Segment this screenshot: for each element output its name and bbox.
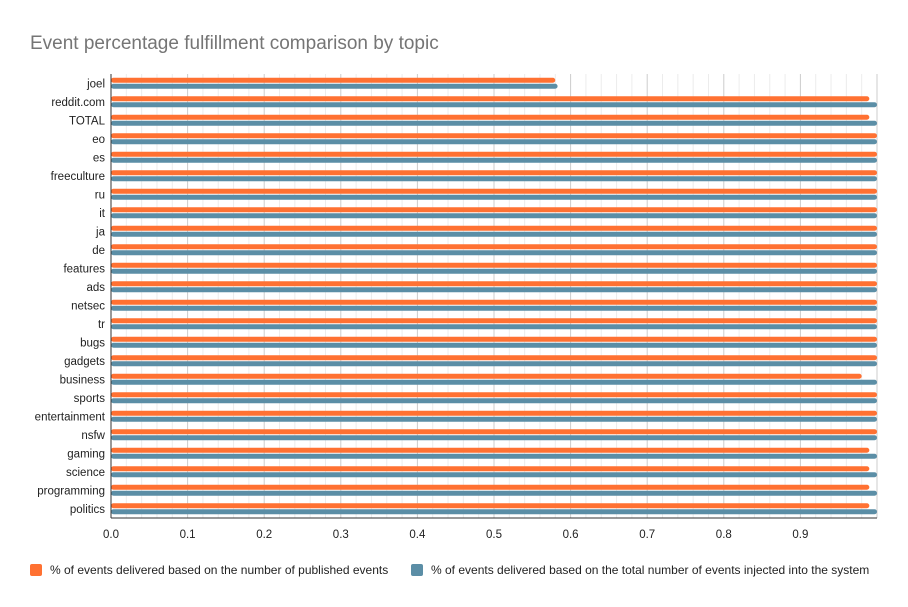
bar-published-reddit-com (111, 96, 870, 102)
category-label: entertainment (35, 411, 106, 423)
x-tick-label: 0.8 (716, 529, 732, 541)
x-tick-label: 0.5 (486, 529, 502, 541)
bar-injected-nsfw (111, 435, 877, 441)
bar-published-freeculture (111, 170, 877, 176)
category-label: ads (86, 282, 105, 294)
bar-injected-features (111, 268, 877, 274)
category-label: politics (70, 504, 105, 516)
x-tick-label: 0.0 (103, 529, 119, 541)
category-label: freeculture (51, 171, 105, 183)
bar-injected-es (111, 157, 877, 163)
x-tick-label: 0.1 (180, 529, 196, 541)
bar-injected-ja (111, 231, 877, 237)
legend-label-injected: % of events delivered based on the total… (431, 563, 869, 577)
category-label: programming (37, 485, 105, 497)
bar-injected-science (111, 472, 877, 478)
category-label: features (63, 263, 105, 275)
bar-published-total (111, 114, 870, 120)
bar-published-ja (111, 225, 877, 231)
bar-published-ru (111, 188, 877, 194)
x-tick-labels: 0.0 0.1 0.2 0.3 0.4 0.5 0.6 0.7 0.8 0.9 (103, 529, 808, 541)
category-label: joel (86, 78, 105, 90)
category-label: it (99, 208, 106, 220)
legend-swatch-published (30, 564, 42, 576)
x-tick-label: 0.4 (409, 529, 426, 541)
bar-published-joel (111, 77, 556, 83)
legend: % of events delivered based on the numbe… (30, 563, 869, 577)
x-tick-label: 0.3 (333, 529, 349, 541)
bar-published-bugs (111, 336, 877, 342)
x-tick-label: 0.2 (256, 529, 272, 541)
legend-label-published: % of events delivered based on the numbe… (50, 563, 388, 577)
bar-injected-eo (111, 139, 877, 145)
category-label: sports (74, 393, 106, 405)
category-label: gaming (67, 448, 105, 460)
bar-published-gaming (111, 447, 870, 453)
bar-published-nsfw (111, 429, 877, 435)
x-tick-label: 0.6 (563, 529, 579, 541)
bar-published-entertainment (111, 410, 877, 416)
category-label: ja (95, 226, 106, 238)
bar-injected-bugs (111, 342, 877, 348)
bar-injected-sports (111, 398, 877, 404)
category-label: nsfw (81, 430, 105, 442)
bar-injected-entertainment (111, 416, 877, 422)
bar-published-features (111, 262, 877, 268)
category-label: netsec (71, 300, 105, 312)
legend-swatch-injected (411, 564, 423, 576)
category-label: science (66, 467, 105, 479)
bar-published-gadgets (111, 355, 877, 361)
bar-published-es (111, 151, 877, 157)
x-tick-label: 0.7 (639, 529, 655, 541)
category-labels: joel reddit.com TOTAL eo es freeculture ru it ja… (35, 78, 106, 516)
category-label: bugs (80, 337, 105, 349)
category-label: gadgets (64, 356, 105, 368)
bar-published-it (111, 207, 877, 213)
bar-injected-de (111, 250, 877, 256)
chart-title: Event percentage fulfillment comparison … (30, 33, 439, 54)
category-label: eo (92, 134, 105, 146)
bar-published-eo (111, 133, 877, 139)
category-label: reddit.com (51, 97, 105, 109)
bar-injected-ads (111, 287, 877, 293)
bar-published-tr (111, 318, 877, 324)
category-label: business (60, 374, 106, 386)
x-tick-label: 0.9 (792, 529, 808, 541)
bar-injected-joel (111, 83, 558, 89)
category-label: tr (98, 319, 105, 331)
bar-injected-total (111, 120, 877, 126)
bar-published-programming (111, 484, 870, 490)
category-label: de (92, 245, 105, 257)
bar-injected-programming (111, 490, 877, 496)
category-label: ru (95, 189, 105, 201)
bar-injected-ru (111, 194, 877, 200)
bar-injected-it (111, 213, 877, 219)
bar-injected-business (111, 379, 877, 385)
axes (110, 74, 877, 519)
bar-published-de (111, 244, 877, 250)
bar-injected-gaming (111, 453, 877, 459)
category-label: TOTAL (69, 115, 106, 127)
bar-published-ads (111, 281, 877, 287)
bar-published-politics (111, 503, 870, 509)
bar-injected-reddit-com (111, 102, 877, 108)
bars (111, 77, 877, 515)
bar-injected-politics (111, 509, 877, 515)
bar-injected-tr (111, 324, 877, 330)
bar-injected-netsec (111, 305, 877, 311)
bar-published-sports (111, 392, 877, 398)
bar-published-science (111, 466, 870, 472)
bar-published-business (111, 373, 862, 379)
gridlines (110, 74, 878, 518)
bar-injected-gadgets (111, 361, 877, 367)
category-label: es (93, 152, 105, 164)
bar-injected-freeculture (111, 176, 877, 182)
bar-published-netsec (111, 299, 877, 305)
